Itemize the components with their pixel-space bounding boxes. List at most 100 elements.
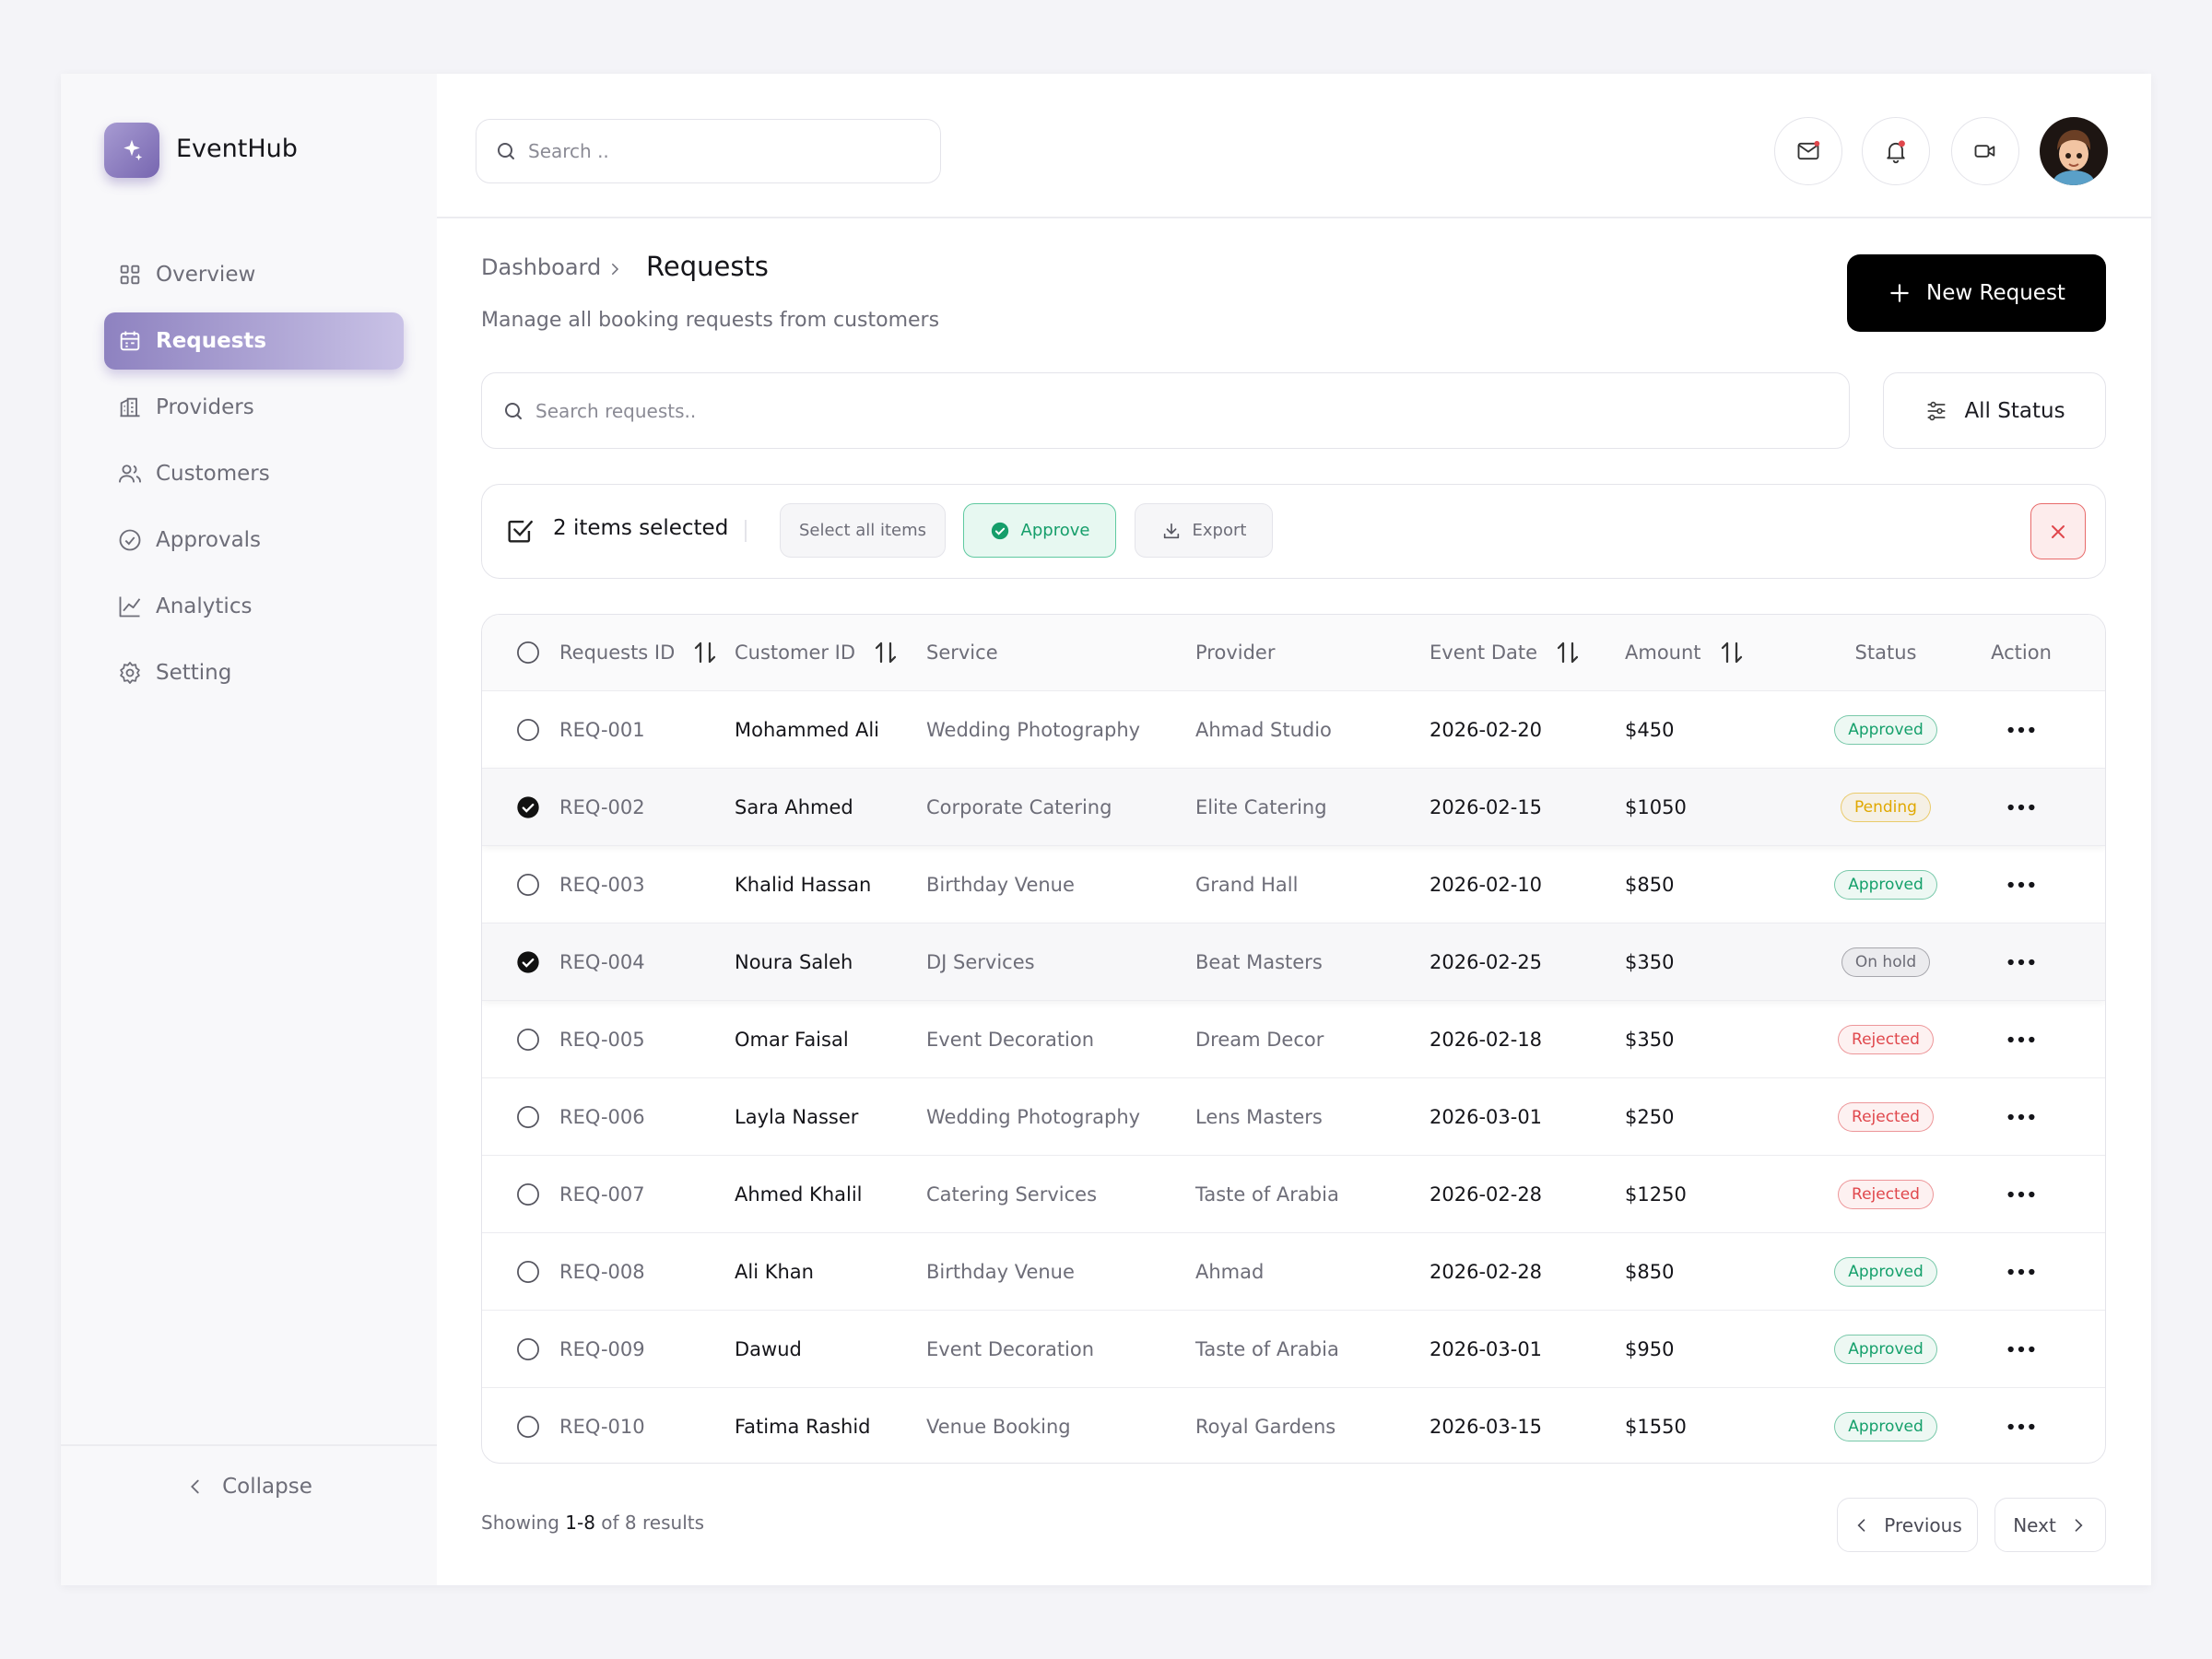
clear-selection-button[interactable] — [2030, 503, 2086, 559]
plus-icon — [1890, 284, 1909, 302]
more-button[interactable] — [2006, 1024, 2037, 1055]
request-search-placeholder: Search requests.. — [535, 399, 697, 422]
cell-date: 2026-03-01 — [1430, 1337, 1543, 1360]
video-button[interactable] — [1951, 117, 2019, 185]
approve-button[interactable]: Approve — [963, 503, 1116, 558]
checkbox-part — [522, 803, 535, 813]
breadcrumb-parent[interactable]: Dashboard — [481, 254, 602, 280]
more-button-part — [2007, 1036, 2014, 1042]
more-button-part — [2029, 1113, 2035, 1120]
checkbox[interactable] — [515, 872, 541, 898]
more-button-part — [2007, 959, 2014, 965]
nav-item[interactable]: Approvals — [104, 512, 404, 569]
nav-item[interactable]: Overview — [104, 246, 404, 303]
more-button[interactable] — [2006, 1256, 2037, 1288]
export-label: Export — [1192, 521, 1247, 540]
previous-button[interactable]: Previous — [1837, 1498, 1978, 1552]
action-cell — [1929, 1388, 2105, 1463]
user-avatar[interactable] — [2040, 117, 2108, 185]
header-cell: Amount — [1625, 615, 1746, 690]
cell-customer: Layla Nasser — [735, 1105, 859, 1128]
more-button[interactable] — [2006, 1101, 2037, 1133]
nav-item[interactable]: Customers — [104, 445, 404, 502]
cell-service: Birthday Venue — [926, 1260, 1075, 1283]
more-button[interactable] — [2006, 1334, 2037, 1365]
request-search[interactable]: Search requests.. — [481, 372, 1850, 449]
more-button[interactable] — [2006, 1179, 2037, 1210]
close-icon — [2052, 524, 2065, 538]
more-button[interactable] — [2006, 714, 2037, 746]
checkbox-checked[interactable] — [515, 949, 541, 975]
checkbox[interactable] — [515, 1336, 541, 1362]
checkbox[interactable] — [515, 1182, 541, 1207]
action-cell — [1929, 1078, 2105, 1155]
more-button-part — [2018, 726, 2025, 733]
checkbox-checked[interactable] — [515, 794, 541, 820]
approve-label: Approve — [1020, 521, 1090, 540]
more-button[interactable] — [2006, 869, 2037, 900]
more-button-part — [2018, 1268, 2025, 1275]
nav-icon — [118, 465, 142, 483]
more-button-part — [2018, 804, 2025, 810]
cell-id: REQ-007 — [559, 1182, 645, 1206]
nav-item[interactable]: Setting — [104, 644, 404, 701]
logo[interactable] — [104, 123, 159, 178]
select-all-button[interactable]: Select all items — [780, 503, 946, 558]
sort-icon — [1557, 641, 1579, 664]
checkbox[interactable] — [515, 1414, 541, 1440]
cell-id: REQ-010 — [559, 1415, 645, 1438]
export-button[interactable]: Export — [1135, 503, 1273, 558]
status-cell: Rejected — [1794, 1001, 1978, 1077]
status-badge: Pending — [1841, 792, 1931, 822]
global-search[interactable]: Search .. — [476, 119, 941, 183]
nav-icon-part — [120, 276, 129, 285]
nav-label: Overview — [156, 263, 256, 287]
more-button[interactable] — [2006, 1411, 2037, 1442]
nav-label: Providers — [156, 395, 254, 419]
cell-id: REQ-004 — [559, 950, 645, 973]
checkbox[interactable] — [515, 1027, 541, 1053]
status-filter[interactable]: All Status — [1883, 372, 2106, 449]
nav-item[interactable]: Requests — [104, 312, 404, 370]
checkbox-part — [517, 641, 539, 664]
collapse-button[interactable]: Collapse — [61, 1475, 437, 1499]
nav-item[interactable]: Analytics — [104, 578, 404, 635]
row-checkbox-cell — [515, 846, 541, 923]
action-cell — [1929, 691, 2105, 768]
nav-icon-part — [119, 529, 141, 551]
cell-amount: $250 — [1625, 1105, 1675, 1128]
cell-customer: Sara Ahmed — [735, 795, 853, 818]
cell-date: 2026-02-15 — [1430, 795, 1543, 818]
header-cell: Event Date — [1430, 615, 1582, 690]
sidebar-divider — [61, 1444, 437, 1446]
nav-icon-part — [120, 332, 140, 351]
checkbox-part — [517, 1337, 539, 1360]
next-button[interactable]: Next — [1994, 1498, 2106, 1552]
checkbox[interactable] — [515, 640, 541, 665]
sort-icon — [875, 641, 897, 664]
checkbox[interactable] — [515, 1259, 541, 1285]
cell-amount: $350 — [1625, 950, 1675, 973]
nav-label: Requests — [156, 329, 267, 353]
nav-icon — [119, 596, 141, 618]
new-request-button[interactable]: New Request — [1847, 254, 2106, 332]
checkbox[interactable] — [515, 1104, 541, 1130]
more-button-part — [2029, 1191, 2035, 1197]
notification-button[interactable] — [1862, 117, 1930, 185]
table-row: REQ-003 Khalid Hassan Birthday Venue Grand … — [482, 845, 2105, 923]
nav-icon — [119, 529, 141, 551]
search-icon — [505, 402, 522, 419]
table-row: REQ-002 Sara Ahmed Corporate Catering Elite… — [482, 768, 2105, 845]
results-summary: Showing 1-8 of 8 results — [481, 1512, 704, 1534]
mail-button[interactable] — [1774, 117, 1842, 185]
cell-date: 2026-02-10 — [1430, 873, 1543, 896]
nav-icon-part — [131, 265, 140, 274]
nav-icon-part — [119, 596, 141, 618]
nav-icon-part — [121, 331, 139, 347]
more-button[interactable] — [2006, 947, 2037, 978]
checkbox[interactable] — [515, 717, 541, 743]
nav-item[interactable]: Providers — [104, 379, 404, 436]
row-checkbox-cell — [515, 1388, 541, 1463]
more-button[interactable] — [2006, 792, 2037, 823]
results-range: 1-8 — [565, 1512, 595, 1534]
